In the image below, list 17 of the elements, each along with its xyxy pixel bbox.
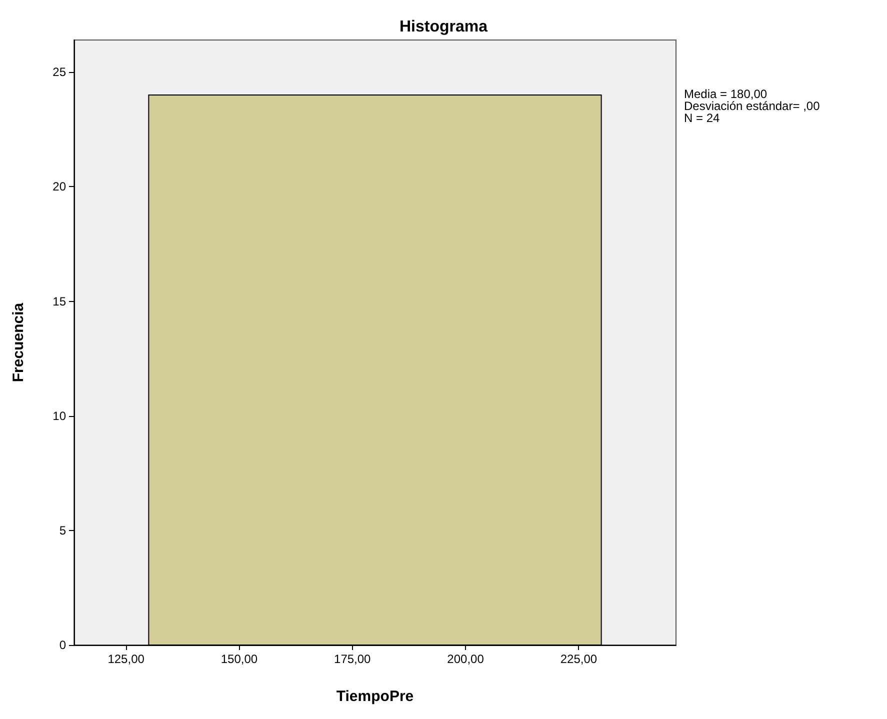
chart-title: Histograma xyxy=(399,18,488,36)
y-axis-title: Frecuencia xyxy=(10,302,27,382)
x-tick-label: 125,00 xyxy=(108,652,145,666)
x-tick-label: 225,00 xyxy=(560,652,598,666)
y-tick-label: 20 xyxy=(52,180,66,194)
x-tick-label: 150,00 xyxy=(220,652,258,666)
x-tick-label: 200,00 xyxy=(447,652,484,666)
y-tick-label: 5 xyxy=(59,523,66,538)
y-tick-label: 10 xyxy=(52,408,66,423)
y-tick-label: 15 xyxy=(52,294,66,308)
y-tick-label: 25 xyxy=(52,65,66,80)
x-tick-label: 175,00 xyxy=(334,652,372,666)
x-axis-title: TiempoPre xyxy=(336,688,414,705)
y-tick-label: 0 xyxy=(59,638,66,652)
text: Desviación estándar= ,00 xyxy=(684,99,820,113)
text: N = 24 xyxy=(684,111,720,125)
text: Media = 180,00 xyxy=(684,87,768,101)
